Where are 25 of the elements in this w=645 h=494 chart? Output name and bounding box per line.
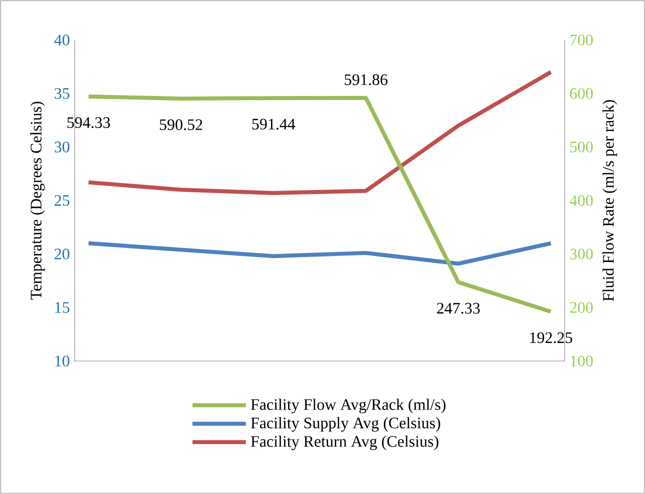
y2-tick-label: 300 xyxy=(570,248,593,260)
y-tick-label: 35 xyxy=(54,88,70,99)
data-label: 591.86 xyxy=(344,74,388,86)
y-tick-label: 25 xyxy=(54,195,70,206)
y-tick-label: 30 xyxy=(54,142,70,152)
legend-label: Facility Return Avg (Celsius) xyxy=(250,436,438,450)
y-tick-label: 40 xyxy=(54,34,70,46)
data-label: 591.44 xyxy=(252,118,296,130)
data-label: 247.33 xyxy=(437,302,480,314)
y2-tick-label: 500 xyxy=(570,142,593,152)
y2-axis-title: Fluid Flow Rate (ml/s per rack) xyxy=(602,100,618,302)
legend-label: Facility Flow Avg/Rack (ml/s) xyxy=(250,398,446,414)
data-label: 594.33 xyxy=(67,117,110,128)
y2-tick-label: 100 xyxy=(570,356,593,366)
y2-tick-label: 600 xyxy=(570,88,593,99)
y-axis-title: Temperature (Degrees Celsius) xyxy=(30,102,45,300)
y2-tick-label: 200 xyxy=(570,302,593,313)
y2-tick-label: 700 xyxy=(570,34,593,46)
data-label: 192.25 xyxy=(530,332,572,344)
y-tick-label: 20 xyxy=(54,248,70,260)
y-tick-label: 15 xyxy=(55,302,70,313)
y-tick-label: 10 xyxy=(55,356,70,366)
y2-tick-label: 400 xyxy=(570,195,593,206)
data-label: 590.52 xyxy=(160,119,202,130)
legend-label: Facility Supply Avg (Celsius) xyxy=(250,417,440,432)
